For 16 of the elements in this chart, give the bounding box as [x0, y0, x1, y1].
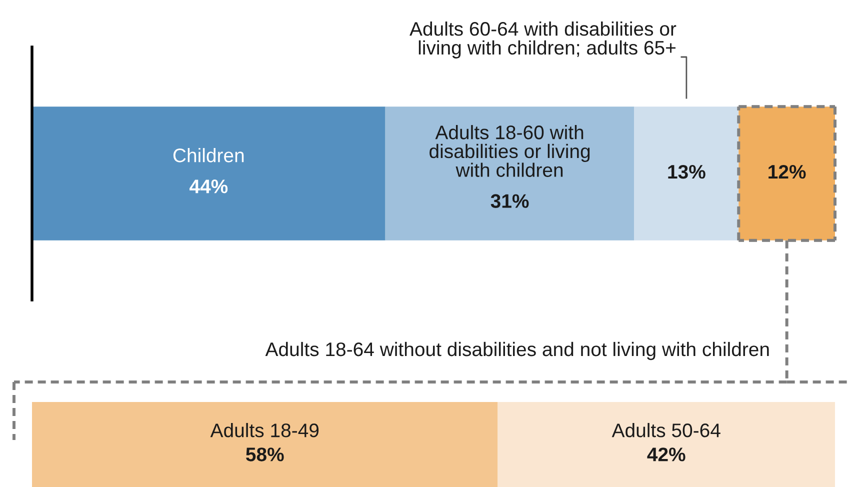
- data-label: 13%: [668, 164, 706, 179]
- bar: [32, 106, 386, 240]
- series-label: Adults 50-64: [612, 422, 720, 438]
- data-label: 31%: [490, 194, 529, 208]
- bar: [385, 106, 634, 240]
- series-label: Adults 18-60 with disabilities or living with children: [430, 125, 590, 177]
- data-label: 42%: [647, 448, 686, 462]
- data-label: 58%: [246, 448, 284, 462]
- chart-title: Adults 18-64 without disabilities and not living with children: [265, 342, 769, 360]
- series-label: Adults 18-49: [210, 422, 319, 438]
- text: Adults 60-64 with disabilities or living with children; adults 65+: [410, 22, 676, 58]
- bar: [738, 106, 835, 240]
- series-label: Children: [173, 148, 244, 162]
- data-label: 12%: [768, 164, 806, 179]
- data-label: 44%: [189, 180, 228, 194]
- bar: [634, 106, 739, 240]
